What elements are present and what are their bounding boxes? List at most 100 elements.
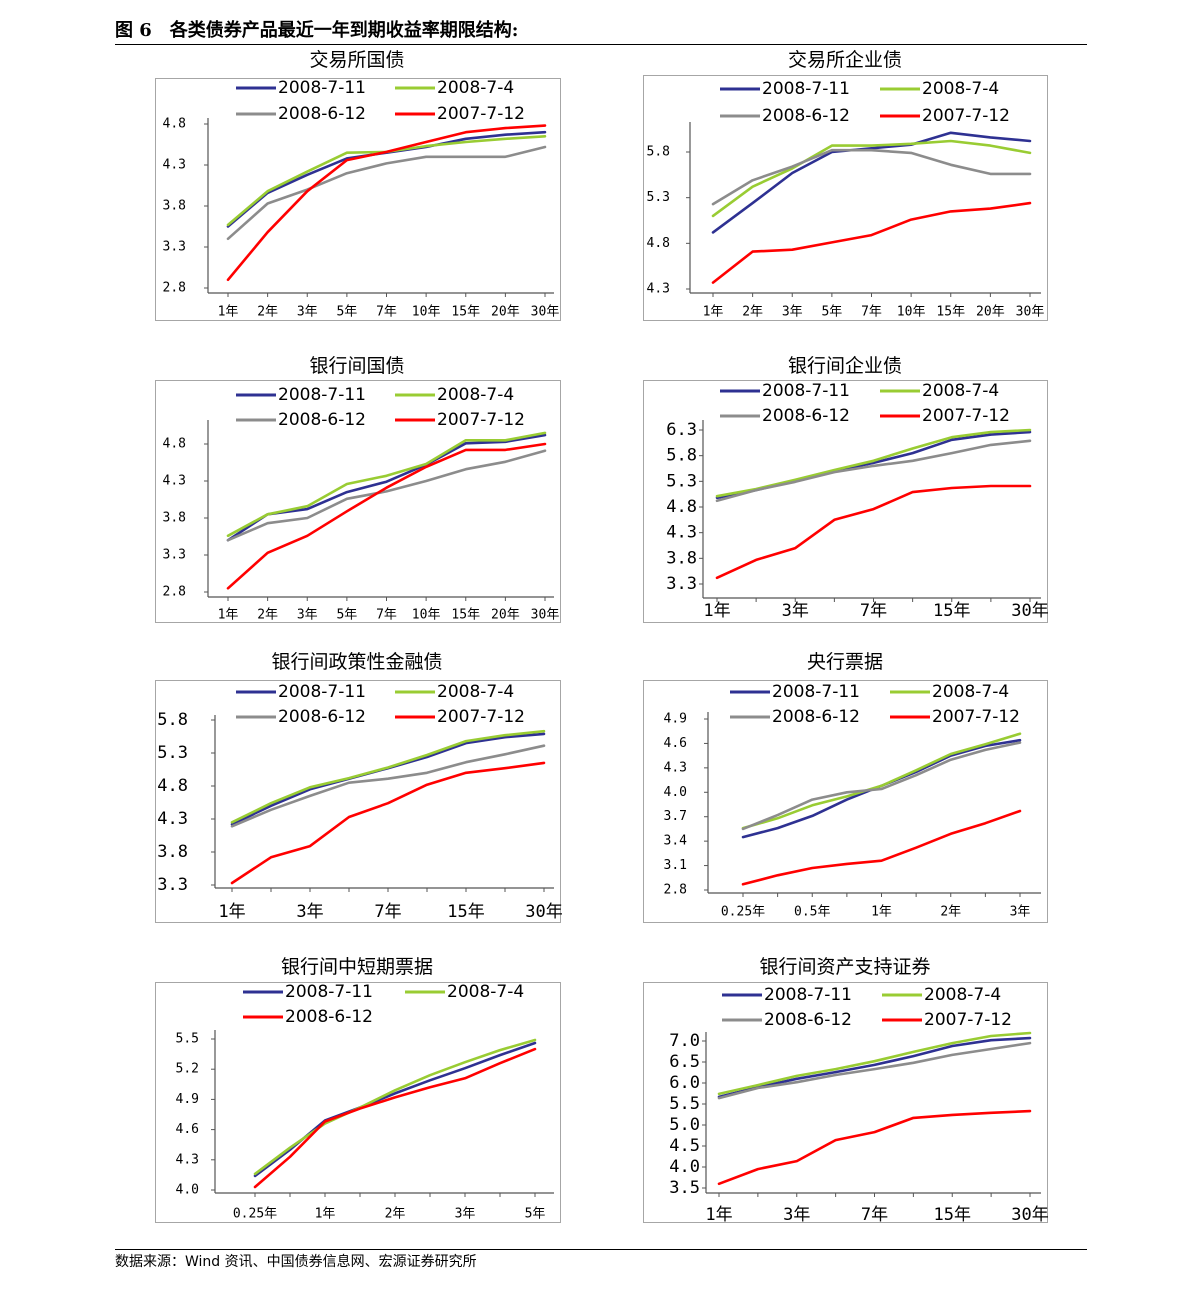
legend-label: 2008-6-12	[762, 106, 850, 126]
legend-label: 2008-7-11	[764, 985, 852, 1005]
series-line-2008-7-4	[717, 1031, 1032, 1096]
legend-label: 2008-7-11	[278, 682, 366, 702]
y-tick-label: 6.5	[669, 1052, 700, 1072]
y-tick-label: 3.1	[664, 858, 687, 873]
y-tick-label: 3.8	[157, 842, 188, 862]
legend-label: 2008-6-12	[772, 707, 860, 727]
y-tick-label: 6.3	[666, 420, 697, 440]
legend-item: 2007-7-12	[395, 104, 525, 124]
legend-label: 2008-7-4	[437, 385, 514, 405]
legend-item: 2007-7-12	[880, 106, 1010, 126]
legend-label: 2008-7-4	[922, 79, 999, 99]
x-tick-label: 1年	[218, 608, 239, 623]
data-source-note: 数据来源：Wind 资讯、中国债券信息网、宏源证券研究所	[115, 1254, 477, 1270]
y-tick-label: 4.8	[647, 236, 670, 251]
series-line-2008-6-12	[253, 1047, 537, 1189]
x-tick-label: 15年	[933, 601, 970, 621]
y-tick-label: 4.0	[176, 1183, 199, 1198]
x-tick-label: 20年	[491, 305, 520, 320]
legend-label: 2007-7-12	[924, 1010, 1012, 1030]
series-line-2007-7-12	[226, 124, 547, 282]
legend-label: 2008-6-12	[285, 1007, 373, 1027]
y-tick-label: 5.8	[666, 446, 697, 466]
x-tick-label: 30年	[1011, 601, 1048, 621]
x-tick-label: 3年	[782, 601, 809, 621]
x-tick-label: 2年	[940, 905, 961, 920]
legend-item: 2008-7-4	[395, 682, 514, 702]
x-tick-label: 5年	[336, 305, 357, 320]
y-tick-label: 4.0	[664, 785, 687, 800]
x-tick-label: 1年	[705, 1205, 732, 1225]
x-tick-label: 30年	[531, 305, 560, 320]
legend-label: 2008-7-4	[922, 381, 999, 401]
y-tick-label: 6.0	[669, 1073, 700, 1093]
legend-label: 2008-7-4	[924, 985, 1001, 1005]
legend-item: 2008-7-4	[882, 985, 1001, 1005]
x-tick-label: 1年	[315, 1207, 336, 1222]
legend-label: 2008-7-11	[772, 682, 860, 702]
series-line-2007-7-12	[226, 442, 547, 590]
legend-item: 2008-7-11	[720, 79, 850, 99]
x-tick-label: 3年	[297, 305, 318, 320]
x-tick-label: 1年	[703, 305, 724, 320]
y-tick-label: 5.3	[647, 190, 670, 205]
chart-frame	[155, 982, 561, 1223]
x-tick-label: 15年	[447, 902, 484, 922]
x-tick-label: 7年	[376, 305, 397, 320]
legend-item: 2008-6-12	[720, 406, 850, 426]
chart-frame	[643, 982, 1048, 1223]
y-tick-label: 3.8	[163, 511, 186, 526]
legend-label: 2008-7-11	[278, 78, 366, 98]
y-tick-label: 4.9	[664, 712, 687, 727]
legend-item: 2008-7-4	[395, 78, 514, 98]
y-tick-label: 4.3	[647, 282, 670, 297]
legend-label: 2008-7-11	[762, 79, 850, 99]
y-tick-label: 3.4	[664, 834, 688, 849]
legend-label: 2008-7-11	[278, 385, 366, 405]
y-tick-label: 5.8	[647, 145, 670, 160]
x-tick-label: 3年	[297, 608, 318, 623]
series-line-2008-7-4	[230, 729, 546, 824]
chart-frame	[155, 680, 561, 923]
legend-label: 2007-7-12	[922, 106, 1010, 126]
legend-item: 2008-7-4	[395, 385, 514, 405]
chart-frame	[155, 78, 561, 321]
y-tick-label: 4.3	[664, 760, 687, 775]
legend-item: 2008-6-12	[730, 707, 860, 727]
legend-item: 2008-7-4	[880, 381, 999, 401]
x-tick-label: 3年	[296, 902, 323, 922]
series-line-2008-6-12	[717, 1041, 1032, 1100]
legend-item: 2008-7-4	[890, 682, 1009, 702]
chart-panel-6: 央行票据 2.8 3.1 3.4 3.7 4.0 4.3 4.6 4.9 0.25年 0.5年 1年 2…	[643, 651, 1048, 923]
y-tick-label: 3.3	[163, 240, 186, 255]
series-line-2008-7-11	[226, 130, 547, 228]
legend-item: 2008-6-12	[236, 707, 366, 727]
chart-frame	[155, 380, 561, 623]
chart-title: 银行间资产支持证券	[759, 956, 930, 978]
x-tick-label: 3年	[455, 1207, 476, 1222]
series-line-2008-7-4	[711, 139, 1032, 218]
legend-item: 2008-7-11	[236, 78, 366, 98]
chart-panel-8: 银行间资产支持证券 3.54.04.55.05.56.06.57.0 1年 3年 7年 1…	[643, 956, 1049, 1225]
y-tick-label: 4.3	[666, 523, 697, 543]
x-tick-label: 15年	[936, 305, 965, 320]
x-tick-label: 7年	[376, 608, 397, 623]
legend-label: 2008-6-12	[278, 410, 366, 430]
y-tick-label: 2.8	[163, 585, 186, 600]
x-tick-label: 1年	[218, 902, 245, 922]
legend-label: 2008-6-12	[764, 1010, 852, 1030]
x-tick-label: 15年	[451, 305, 480, 320]
x-tick-label: 5年	[821, 305, 842, 320]
legend-label: 2007-7-12	[437, 707, 525, 727]
x-tick-label: 10年	[412, 608, 441, 623]
y-tick-label: 3.3	[157, 875, 188, 895]
y-tick-label: 4.5	[669, 1136, 700, 1156]
x-tick-label: 5年	[525, 1207, 546, 1222]
y-tick-label: 3.5	[669, 1178, 700, 1198]
y-tick-label: 7.0	[669, 1031, 700, 1051]
legend-label: 2008-7-4	[437, 682, 514, 702]
x-tick-label: 1年	[871, 905, 892, 920]
x-tick-label: 7年	[861, 1205, 888, 1225]
y-tick-label: 4.0	[669, 1157, 700, 1177]
